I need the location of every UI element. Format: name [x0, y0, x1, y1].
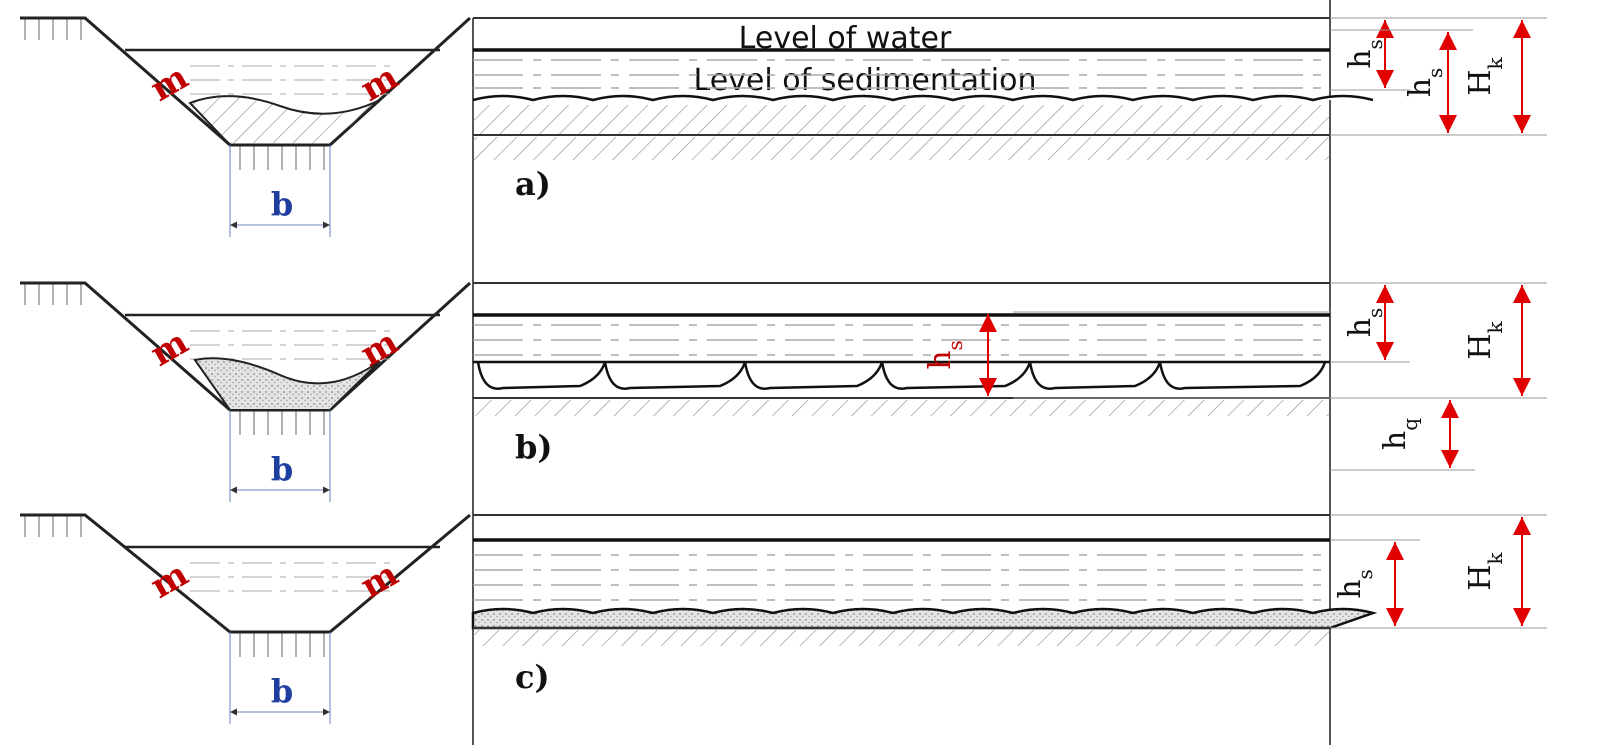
hatch-area — [473, 105, 1330, 135]
dim-base: h — [1378, 431, 1413, 450]
sediment-cell — [603, 361, 747, 390]
dim-sub: s — [1353, 569, 1377, 579]
dim-base: h — [1343, 318, 1378, 337]
width-label: b — [271, 450, 293, 488]
dim-base: H — [1463, 564, 1498, 590]
dim-base: h — [923, 350, 958, 369]
slope-label: m — [144, 322, 195, 375]
dim-sub: q — [1398, 418, 1422, 431]
width-label: b — [271, 672, 293, 710]
dim-label: hs — [1333, 569, 1377, 599]
dim-label: hs — [923, 340, 967, 370]
hatch-area — [473, 400, 1330, 416]
channel-section — [20, 513, 471, 634]
panel-label: c) — [515, 658, 550, 696]
width-label: b — [271, 185, 293, 223]
panel-label: a) — [515, 165, 551, 203]
dim-label: Hk — [1463, 320, 1507, 359]
sediment-cell — [743, 361, 884, 390]
sediment-cell — [476, 361, 607, 390]
sediment — [193, 357, 381, 411]
sediment-layer — [471, 607, 1378, 630]
dim-sub: k — [1483, 56, 1507, 69]
dim-base: h — [1333, 579, 1368, 598]
dim-base: h — [1403, 78, 1438, 97]
dim-base: H — [1463, 333, 1498, 359]
hatch-area — [473, 137, 1330, 160]
slope-label: m — [354, 554, 405, 607]
dim-sub: s — [1423, 68, 1447, 78]
dim-base: h — [1343, 49, 1378, 68]
sediment-cell — [1028, 361, 1162, 390]
dim-sub: k — [1483, 551, 1507, 564]
sediment-cell — [1158, 361, 1327, 390]
dim-sub: s — [1363, 308, 1387, 318]
dim-label: hs — [1343, 308, 1387, 338]
dim-label: hs — [1343, 39, 1387, 69]
dim-sub: k — [1483, 320, 1507, 333]
dim-label: hq — [1378, 418, 1422, 450]
dim-sub: s — [943, 340, 967, 350]
panel: m mb c)hs Hk — [20, 513, 1547, 724]
slope-label: m — [354, 57, 405, 110]
dim-label: hs — [1403, 68, 1447, 98]
slope-label: m — [144, 57, 195, 110]
panel-label: b) — [515, 428, 553, 466]
slope-label: m — [354, 322, 405, 375]
dim-label: Hk — [1463, 56, 1507, 95]
hatch-area — [473, 630, 1330, 646]
sediment — [188, 95, 381, 146]
sediment-cell — [880, 361, 1032, 390]
dim-sub: s — [1363, 39, 1387, 49]
dim-label: Hk — [1463, 551, 1507, 590]
dim-base: H — [1463, 69, 1498, 95]
sediment-surface — [472, 94, 1374, 102]
sediment-level-label: Level of sedimentation — [694, 63, 1037, 98]
